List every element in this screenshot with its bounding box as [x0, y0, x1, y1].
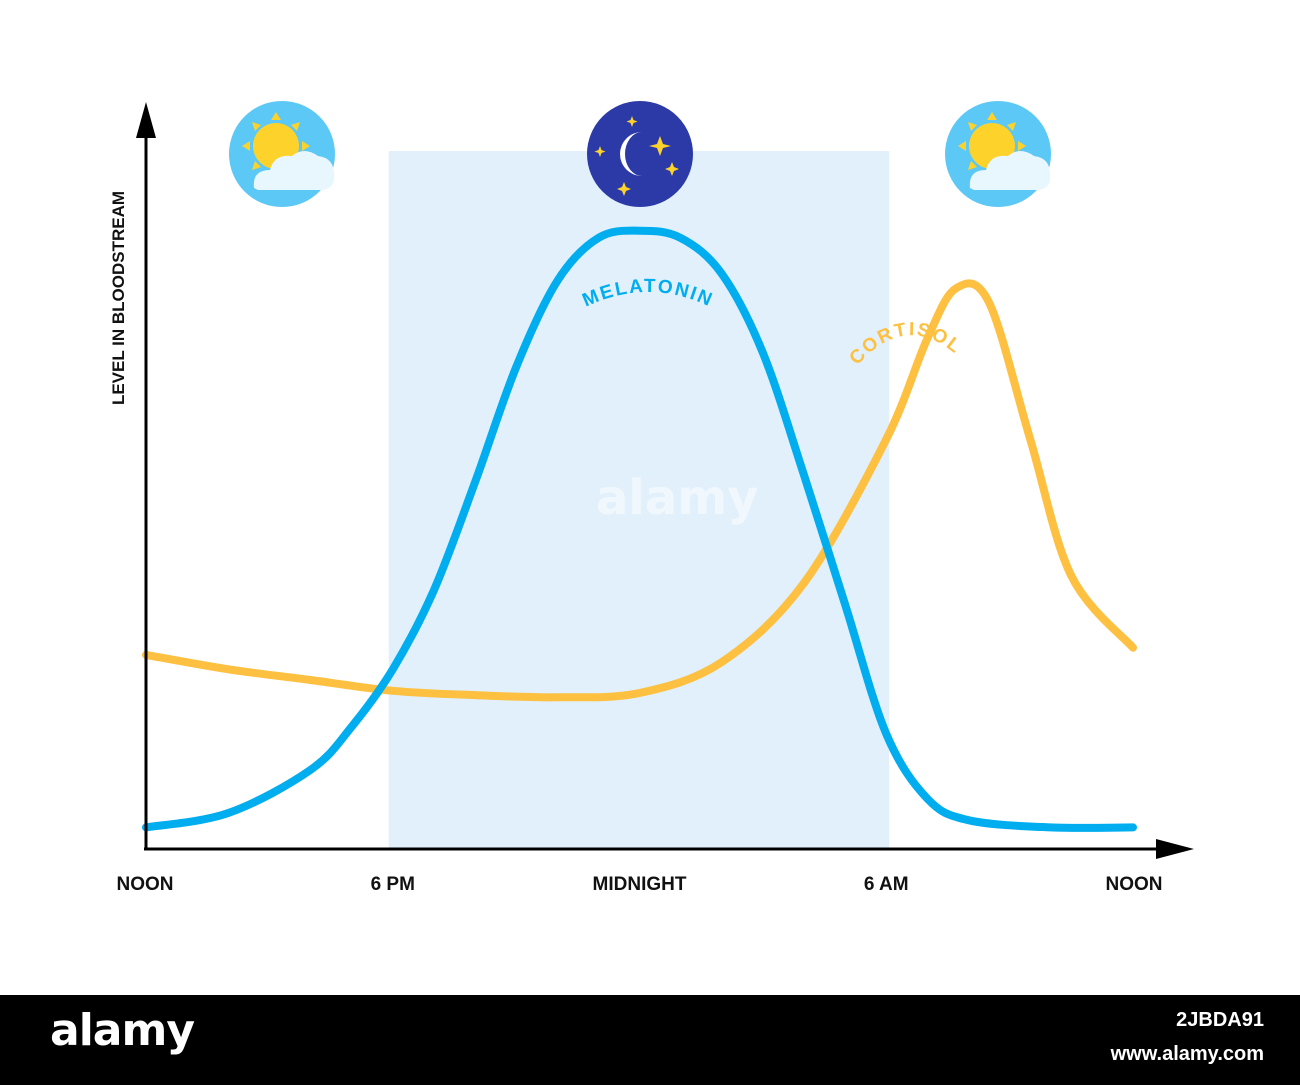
footer-image-id: 2JBDA91 [1176, 1009, 1264, 1031]
moon-stars-icon [587, 101, 693, 207]
x-tick-label: NOON [117, 874, 174, 895]
series-line-cortisol [142, 279, 1137, 702]
sun-cloud-icon [229, 101, 335, 207]
footer-url: www.alamy.com [1110, 1043, 1264, 1065]
x-tick-label: NOON [1106, 874, 1163, 895]
x-tick-label: MIDNIGHT [593, 874, 687, 895]
watermark: alamy [596, 470, 759, 526]
x-axis-arrow [1156, 839, 1194, 859]
chart-svg: MELATONIN CORTISOL LEVEL IN BLOODSTREAM … [109, 101, 1194, 895]
chart-area: MELATONIN CORTISOL LEVEL IN BLOODSTREAM … [109, 101, 1194, 895]
footer-bar: alamy 2JBDA91 www.alamy.com [0, 995, 1300, 1085]
sun-cloud-icon [945, 101, 1051, 207]
y-axis-label: LEVEL IN BLOODSTREAM [109, 191, 128, 405]
series-line-melatonin [142, 226, 1137, 832]
x-tick-label: 6 AM [864, 874, 909, 895]
x-tick-labels: NOON 6 PM MIDNIGHT 6 AM NOON [117, 874, 1163, 895]
y-axis-arrow [136, 102, 156, 138]
footer-logo: alamy [50, 1005, 195, 1056]
x-tick-label: 6 PM [371, 874, 415, 895]
